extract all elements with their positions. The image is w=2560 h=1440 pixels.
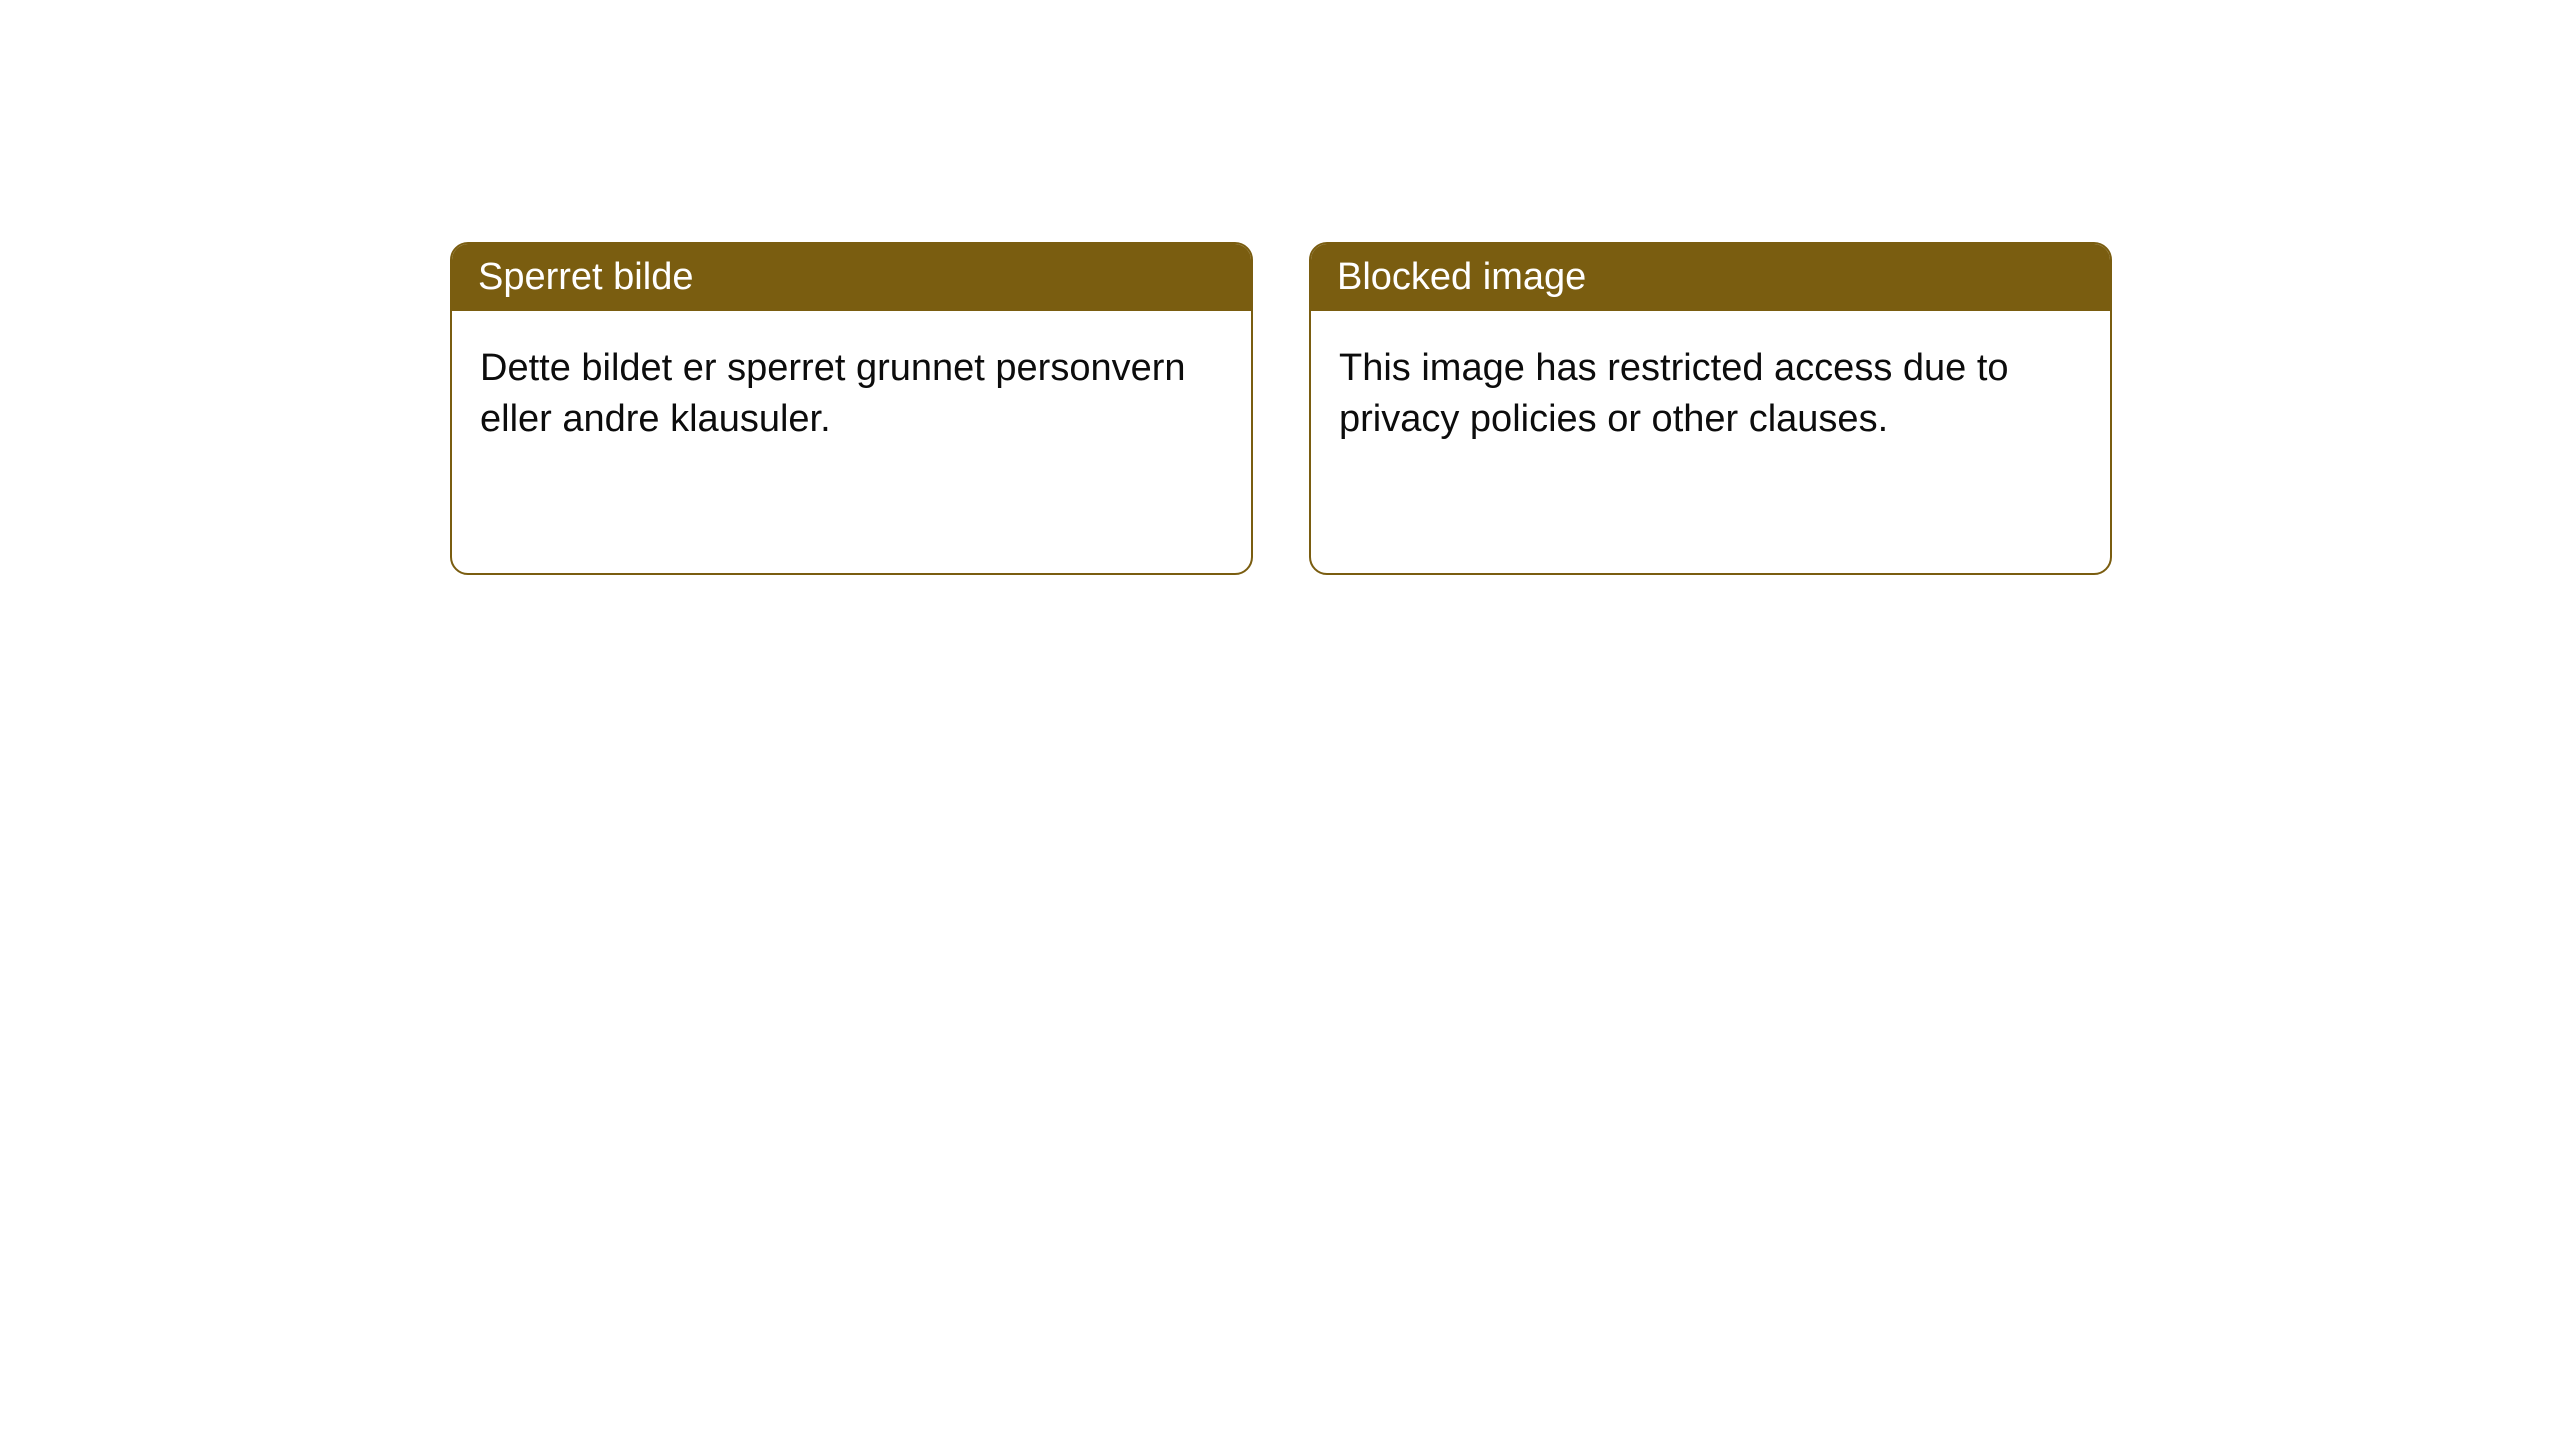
notice-card-norwegian: Sperret bilde Dette bildet er sperret gr… — [450, 242, 1253, 575]
card-body-english: This image has restricted access due to … — [1311, 311, 2110, 478]
card-header-english: Blocked image — [1311, 244, 2110, 311]
card-header-norwegian: Sperret bilde — [452, 244, 1251, 311]
card-body-norwegian: Dette bildet er sperret grunnet personve… — [452, 311, 1251, 478]
notice-cards-row: Sperret bilde Dette bildet er sperret gr… — [450, 242, 2112, 575]
notice-card-english: Blocked image This image has restricted … — [1309, 242, 2112, 575]
